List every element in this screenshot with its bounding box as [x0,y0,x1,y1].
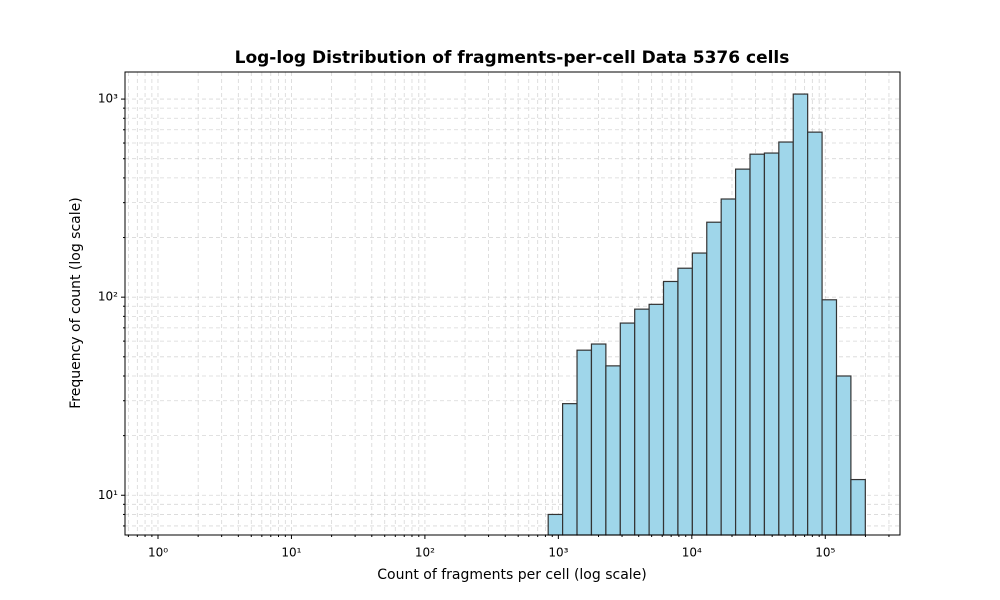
bar [807,131,823,536]
bar [850,478,866,536]
bar [749,153,766,536]
bar [590,343,607,536]
bar [734,168,751,536]
x-tick-label: 10³ [548,546,568,560]
y-axis-label: Frequency of count (log scale) [68,197,84,408]
bar [835,375,852,536]
bar [691,252,708,536]
x-tick-label: 10⁵ [815,546,835,560]
x-tick-label: 10¹ [281,546,301,560]
bar [778,141,794,536]
bar [634,308,650,536]
bar [677,267,693,536]
plot-frame [124,71,901,536]
y-tick-label: 10¹ [98,488,118,502]
bar [562,403,578,536]
bar [605,365,621,536]
bar [763,152,780,536]
x-tick-label: 10⁰ [148,546,168,560]
x-tick-label: 10² [415,546,435,560]
bar [619,322,636,536]
bar [792,93,809,536]
chart-title: Log-log Distribution of fragments-per-ce… [235,48,790,68]
x-tick-label: 10⁴ [682,546,702,560]
bar [648,303,665,536]
bar [662,280,679,536]
bar [720,198,737,536]
y-tick-label: 10² [98,290,118,304]
x-axis-label: Count of fragments per cell (log scale) [377,567,647,583]
bar [706,221,722,536]
bar [576,349,593,536]
bar [821,299,838,536]
y-tick-label: 10³ [98,92,118,106]
bar [547,513,564,536]
